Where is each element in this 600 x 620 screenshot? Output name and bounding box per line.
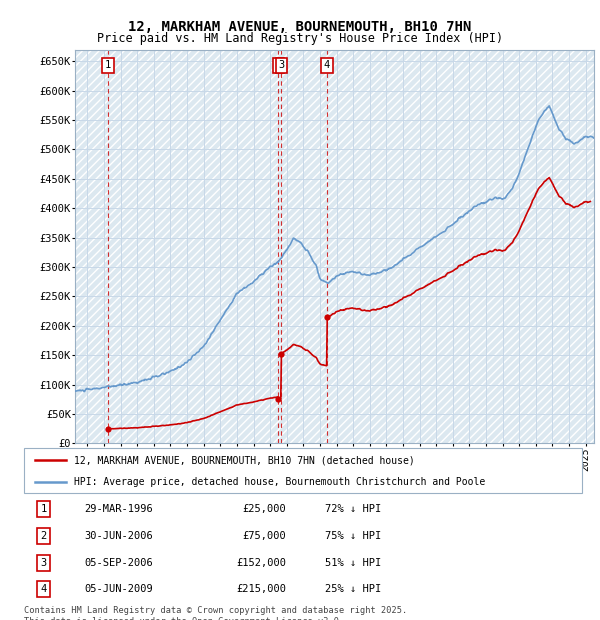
Text: 4: 4 <box>324 60 330 70</box>
Text: 1: 1 <box>40 504 47 515</box>
Text: £75,000: £75,000 <box>242 531 286 541</box>
Text: 2: 2 <box>40 531 47 541</box>
Text: 1: 1 <box>105 60 111 70</box>
Text: 12, MARKHAM AVENUE, BOURNEMOUTH, BH10 7HN (detached house): 12, MARKHAM AVENUE, BOURNEMOUTH, BH10 7H… <box>74 455 415 466</box>
Text: 12, MARKHAM AVENUE, BOURNEMOUTH, BH10 7HN: 12, MARKHAM AVENUE, BOURNEMOUTH, BH10 7H… <box>128 20 472 34</box>
Text: 3: 3 <box>278 60 284 70</box>
Text: 72% ↓ HPI: 72% ↓ HPI <box>325 504 382 515</box>
Text: 25% ↓ HPI: 25% ↓ HPI <box>325 584 382 595</box>
Text: 2: 2 <box>275 60 281 70</box>
Text: Price paid vs. HM Land Registry's House Price Index (HPI): Price paid vs. HM Land Registry's House … <box>97 32 503 45</box>
Text: 30-JUN-2006: 30-JUN-2006 <box>85 531 153 541</box>
Text: 05-JUN-2009: 05-JUN-2009 <box>85 584 153 595</box>
Text: 29-MAR-1996: 29-MAR-1996 <box>85 504 153 515</box>
FancyBboxPatch shape <box>24 448 582 493</box>
Text: 51% ↓ HPI: 51% ↓ HPI <box>325 557 382 568</box>
Text: Contains HM Land Registry data © Crown copyright and database right 2025.
This d: Contains HM Land Registry data © Crown c… <box>24 606 407 620</box>
Text: HPI: Average price, detached house, Bournemouth Christchurch and Poole: HPI: Average price, detached house, Bour… <box>74 477 485 487</box>
Text: 75% ↓ HPI: 75% ↓ HPI <box>325 531 382 541</box>
Text: £152,000: £152,000 <box>236 557 286 568</box>
Text: £25,000: £25,000 <box>242 504 286 515</box>
Text: £215,000: £215,000 <box>236 584 286 595</box>
Text: 05-SEP-2006: 05-SEP-2006 <box>85 557 153 568</box>
Text: 3: 3 <box>40 557 47 568</box>
Text: 4: 4 <box>40 584 47 595</box>
